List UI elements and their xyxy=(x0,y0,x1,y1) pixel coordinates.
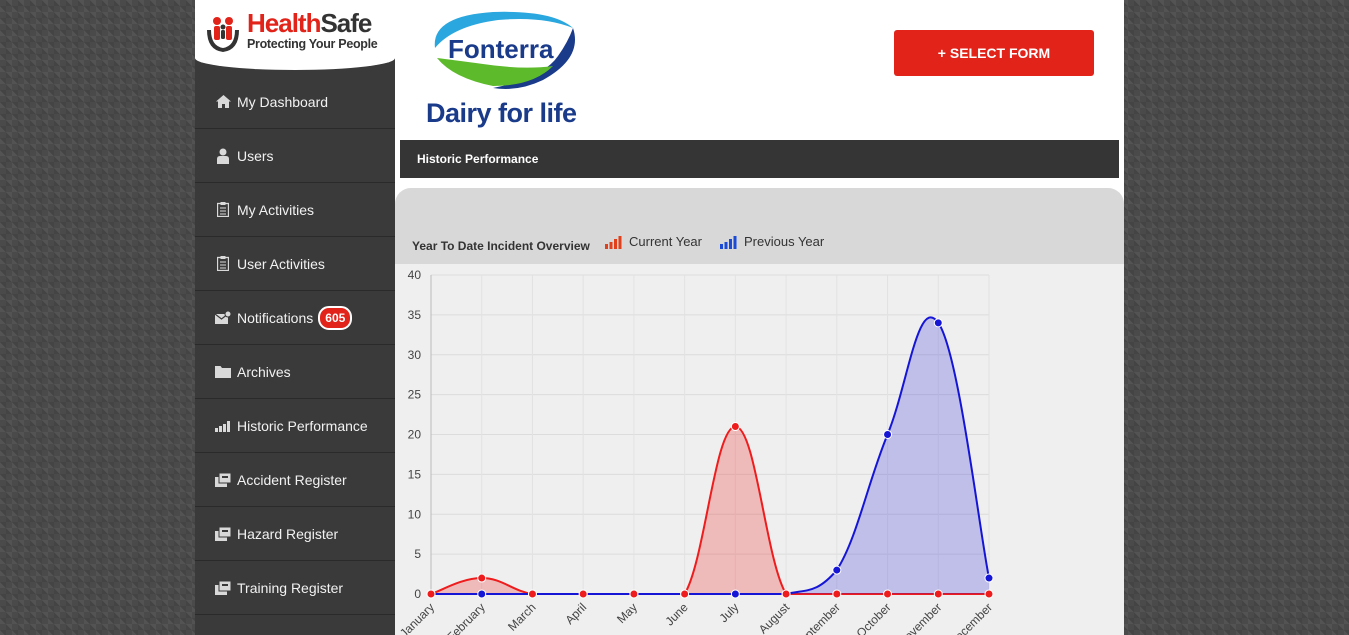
data-point xyxy=(884,590,892,598)
current-year-legend-icon xyxy=(605,235,625,249)
data-point xyxy=(833,590,841,598)
data-point xyxy=(884,431,892,439)
register-icon xyxy=(215,580,231,596)
healthsafe-logo-icon xyxy=(205,12,241,54)
clipboard-icon xyxy=(215,256,231,272)
user-icon xyxy=(215,148,231,164)
x-tick-label: September xyxy=(792,600,843,635)
legend-label: Current Year xyxy=(629,234,702,249)
x-tick-label: October xyxy=(854,600,894,635)
legend-current-year[interactable]: Current Year xyxy=(605,234,702,249)
brand-title-health: Health xyxy=(247,8,320,38)
x-tick-label: November xyxy=(895,600,944,635)
y-tick-label: 0 xyxy=(414,587,421,601)
brand-logo[interactable]: HealthSafe Protecting Your People xyxy=(195,0,395,75)
data-point xyxy=(478,590,486,598)
data-point xyxy=(528,590,536,598)
x-tick-label: December xyxy=(946,600,995,635)
nav-my-dashboard[interactable]: My Dashboard xyxy=(195,75,395,129)
fonterra-logo-icon: Fonterra xyxy=(423,8,583,98)
nav-label: Notifications xyxy=(237,310,313,326)
data-point xyxy=(985,574,993,582)
notifications-count-badge: 605 xyxy=(318,306,352,330)
data-point xyxy=(782,590,790,598)
x-tick-label: January xyxy=(397,600,437,635)
y-tick-label: 10 xyxy=(408,507,422,521)
nav-label: My Activities xyxy=(237,202,314,218)
data-point xyxy=(681,590,689,598)
nav-label: Users xyxy=(237,148,274,164)
y-tick-label: 15 xyxy=(408,467,422,481)
data-point xyxy=(985,590,993,598)
nav-label: Training Register xyxy=(237,580,343,596)
data-point xyxy=(833,566,841,574)
client-name: Fonterra xyxy=(448,34,554,64)
nav-label: My Dashboard xyxy=(237,94,328,110)
nav-label: Historic Performance xyxy=(237,418,368,434)
section-title: Historic Performance xyxy=(400,140,1119,178)
nav-users[interactable]: Users xyxy=(195,129,395,183)
data-point xyxy=(579,590,587,598)
x-tick-label: May xyxy=(614,600,640,626)
nav-my-activities[interactable]: My Activities xyxy=(195,183,395,237)
data-point xyxy=(934,319,942,327)
y-tick-label: 20 xyxy=(408,428,422,442)
home-icon xyxy=(215,94,231,110)
x-tick-label: February xyxy=(444,600,488,635)
x-tick-label: March xyxy=(505,600,538,633)
data-point xyxy=(427,590,435,598)
x-tick-label: June xyxy=(662,600,691,629)
nav-user-activities[interactable]: User Activities xyxy=(195,237,395,291)
nav-label: Archives xyxy=(237,364,291,380)
sidebar: HealthSafe Protecting Your People My Das… xyxy=(195,0,395,635)
legend-previous-year[interactable]: Previous Year xyxy=(720,234,824,249)
previous-year-legend-icon xyxy=(720,235,740,249)
nav-hazard-register[interactable]: Hazard Register xyxy=(195,507,395,561)
legend-label: Previous Year xyxy=(744,234,824,249)
folder-icon xyxy=(215,364,231,380)
nav-label: Accident Register xyxy=(237,472,347,488)
nav-archives[interactable]: Archives xyxy=(195,345,395,399)
nav-accident-register[interactable]: Accident Register xyxy=(195,453,395,507)
data-point xyxy=(731,423,739,431)
nav-label: User Activities xyxy=(237,256,325,272)
nav-notifications[interactable]: Notifications 605 xyxy=(195,291,395,345)
select-form-button[interactable]: + SELECT FORM xyxy=(894,30,1094,76)
y-tick-label: 40 xyxy=(408,268,422,282)
y-tick-label: 25 xyxy=(408,388,422,402)
chart-title: Year To Date Incident Overview xyxy=(412,239,590,253)
brand-tagline: Protecting Your People xyxy=(247,37,377,51)
register-icon xyxy=(215,472,231,488)
data-point xyxy=(934,590,942,598)
chart-panel: Year To Date Incident Overview Current Y… xyxy=(395,188,1124,635)
x-tick-label: July xyxy=(716,600,741,625)
y-tick-label: 35 xyxy=(408,308,422,322)
bar-chart-icon xyxy=(215,418,231,434)
brand-title-safe: Safe xyxy=(320,8,371,38)
data-point xyxy=(630,590,638,598)
data-point xyxy=(731,590,739,598)
nav-label: Hazard Register xyxy=(237,526,338,542)
data-point xyxy=(478,574,486,582)
nav-historic-performance[interactable]: Historic Performance xyxy=(195,399,395,453)
y-tick-label: 5 xyxy=(414,547,421,561)
y-tick-label: 30 xyxy=(408,348,422,362)
x-tick-label: August xyxy=(756,600,793,635)
client-tagline: Dairy for life xyxy=(426,98,577,129)
incident-chart: 0 5 10 15 20 25 30 35 40 January February March Apri… xyxy=(395,264,1124,635)
mail-icon xyxy=(215,310,231,326)
clipboard-icon xyxy=(215,202,231,218)
nav-training-register[interactable]: Training Register xyxy=(195,561,395,615)
app-window: HealthSafe Protecting Your People My Das… xyxy=(195,0,1124,635)
x-tick-label: April xyxy=(562,600,589,627)
register-icon xyxy=(215,526,231,542)
